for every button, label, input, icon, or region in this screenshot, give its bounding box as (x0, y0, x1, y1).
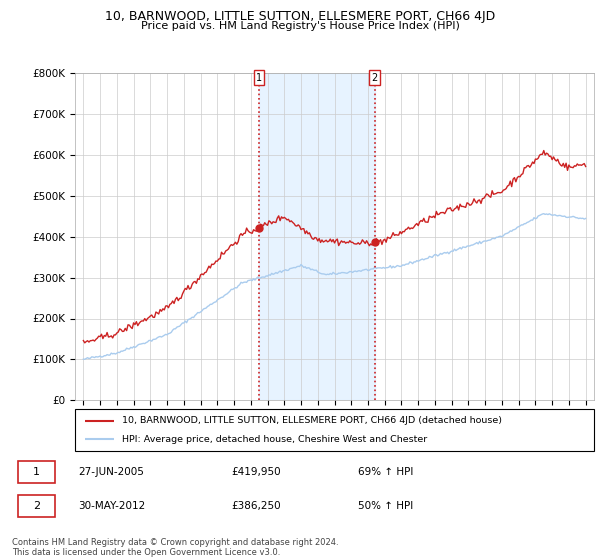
Text: 2: 2 (372, 73, 378, 83)
Text: Price paid vs. HM Land Registry's House Price Index (HPI): Price paid vs. HM Land Registry's House … (140, 21, 460, 31)
FancyBboxPatch shape (75, 409, 594, 451)
Text: 2: 2 (33, 501, 40, 511)
Text: 1: 1 (33, 468, 40, 478)
Text: 10, BARNWOOD, LITTLE SUTTON, ELLESMERE PORT, CH66 4JD (detached house): 10, BARNWOOD, LITTLE SUTTON, ELLESMERE P… (122, 416, 502, 425)
Text: 50% ↑ HPI: 50% ↑ HPI (358, 501, 413, 511)
Text: 1: 1 (256, 73, 262, 83)
Text: 30-MAY-2012: 30-MAY-2012 (78, 501, 145, 511)
FancyBboxPatch shape (18, 461, 55, 483)
Bar (259, 73, 375, 400)
Text: £386,250: £386,250 (231, 501, 281, 511)
Text: 10, BARNWOOD, LITTLE SUTTON, ELLESMERE PORT, CH66 4JD: 10, BARNWOOD, LITTLE SUTTON, ELLESMERE P… (105, 10, 495, 23)
Text: Contains HM Land Registry data © Crown copyright and database right 2024.
This d: Contains HM Land Registry data © Crown c… (12, 538, 338, 557)
Text: 69% ↑ HPI: 69% ↑ HPI (358, 468, 413, 478)
Text: 27-JUN-2005: 27-JUN-2005 (78, 468, 144, 478)
Text: HPI: Average price, detached house, Cheshire West and Chester: HPI: Average price, detached house, Ches… (122, 435, 427, 444)
Text: £419,950: £419,950 (231, 468, 281, 478)
FancyBboxPatch shape (18, 495, 55, 517)
